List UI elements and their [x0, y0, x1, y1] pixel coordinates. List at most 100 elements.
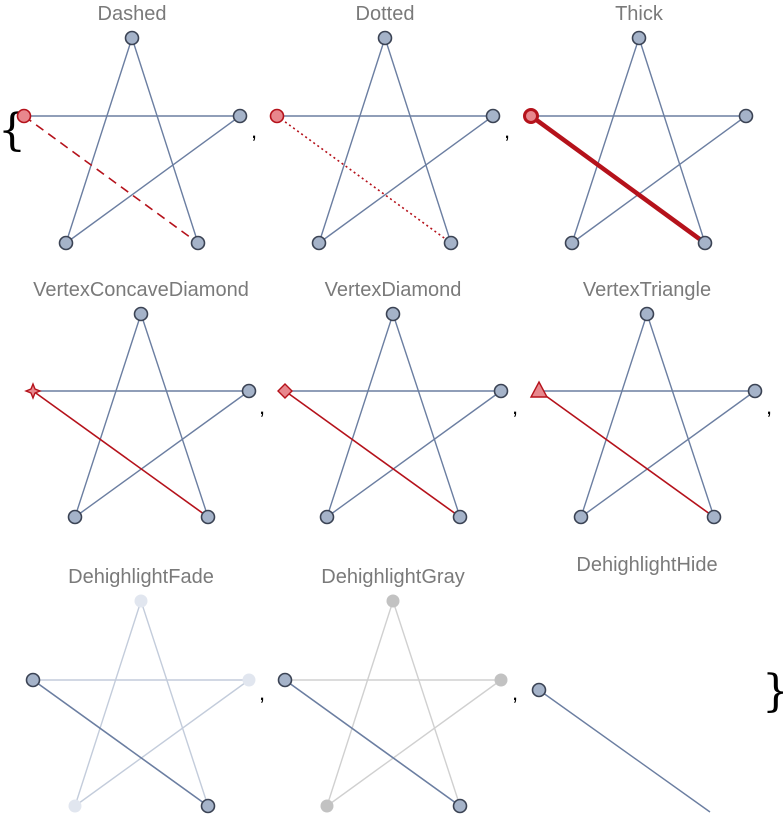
- star-graph: [531, 682, 711, 813]
- graph-vertex: [133, 306, 149, 322]
- graph-panel-dehighlight-gray: DehighlightGray: [277, 566, 508, 814]
- graph-edge: [326, 313, 394, 518]
- graph-edge: [74, 390, 250, 518]
- separator-comma: ,: [512, 680, 518, 705]
- graph-vertex: [452, 509, 468, 525]
- star-graph: [269, 30, 501, 251]
- graph-edge: [65, 37, 133, 244]
- graph-vertex: [485, 108, 501, 124]
- graph-vertex: [738, 108, 754, 124]
- graph-vertex: [443, 235, 459, 251]
- highlighted-edge: [284, 390, 461, 518]
- graph-panel-dotted: Dotted: [269, 3, 501, 251]
- highlighted-vertex: [200, 798, 216, 814]
- separator-comma: ,: [766, 394, 772, 419]
- graph-edge: [131, 37, 199, 244]
- graph-title: Thick: [615, 3, 664, 25]
- highlighted-vertex: [277, 672, 293, 688]
- graph-edge: [326, 390, 502, 518]
- graph-edge: [538, 689, 711, 813]
- graph-edge: [580, 390, 756, 518]
- graph-vertex: [319, 509, 335, 525]
- graph-vertex: [747, 383, 763, 399]
- graph-panel-dehighlight-fade: DehighlightFade: [25, 566, 256, 814]
- graph-edge: [384, 37, 452, 244]
- graph-title: DehighlightHide: [576, 554, 717, 576]
- graph-title: VertexConcaveDiamond: [33, 279, 249, 301]
- graph-edge: [571, 115, 747, 244]
- graph-vertex: [493, 383, 509, 399]
- graph-vertex: [386, 594, 400, 608]
- graph-title: DehighlightFade: [68, 566, 214, 588]
- separator-comma: ,: [512, 394, 518, 419]
- graph-vertex: [124, 30, 140, 46]
- star-graph: [277, 594, 508, 814]
- graph-vertex: [190, 235, 206, 251]
- star-graph: [25, 594, 256, 814]
- graph-panel-vertex-triangle: VertexTriangle: [529, 279, 763, 525]
- graph-vertex: [697, 235, 713, 251]
- highlighted-edge: [32, 390, 209, 518]
- graph-edge: [646, 313, 715, 518]
- graph-vertex: [573, 509, 589, 525]
- graph-title: VertexTriangle: [583, 279, 711, 301]
- star-graph: [24, 306, 257, 525]
- graph-edge: [140, 313, 209, 518]
- highlighted-vertex-concave-diamond: [24, 382, 42, 400]
- star-graph: [523, 30, 754, 251]
- graph-panel-thick: Thick: [523, 3, 754, 251]
- close-brace: }: [762, 666, 783, 717]
- separator-comma: ,: [251, 118, 257, 143]
- graph-vertex: [67, 509, 83, 525]
- graph-vertex: [68, 799, 82, 813]
- graph-vertex: [385, 306, 401, 322]
- graph-vertex: [311, 235, 327, 251]
- highlighted-vertex: [269, 108, 285, 124]
- graph-edge: [571, 37, 640, 244]
- graph-panel-dashed: Dashed: [16, 3, 248, 251]
- graph-panel-dehighlight-hide: DehighlightHide: [531, 554, 718, 813]
- star-graph: [16, 30, 248, 251]
- highlighted-vertex: [25, 672, 41, 688]
- graph-vertex: [242, 673, 256, 687]
- graph-panel-vertex-diamond: VertexDiamond: [277, 279, 509, 525]
- graph-edge: [65, 115, 241, 244]
- highlighted-vertex: [16, 108, 32, 124]
- separator-comma: ,: [259, 394, 265, 419]
- graph-vertex: [377, 30, 393, 46]
- graph-edge: [326, 679, 502, 807]
- graph-vertex: [494, 673, 508, 687]
- graph-edge: [580, 313, 648, 518]
- highlighted-edge: [276, 115, 452, 244]
- graph-edge: [74, 679, 250, 807]
- graph-edge: [318, 115, 494, 244]
- graph-title: Dashed: [98, 3, 167, 25]
- highlighted-vertex-triangle: [529, 380, 549, 398]
- graph-vertex: [320, 799, 334, 813]
- separator-comma: ,: [504, 118, 510, 143]
- graph-vertex: [564, 235, 580, 251]
- graph-edge: [392, 313, 461, 518]
- graph-vertex: [232, 108, 248, 124]
- graph-edge: [74, 313, 142, 518]
- highlighted-vertex-diamond: [277, 383, 293, 399]
- graph-edge: [140, 600, 209, 807]
- graph-title: Dotted: [356, 3, 415, 25]
- graph-edge: [326, 600, 394, 807]
- highlighted-edge: [538, 390, 715, 518]
- graph-vertex: [706, 509, 722, 525]
- highlighted-edge: [32, 679, 209, 807]
- graph-edge: [74, 600, 142, 807]
- star-graph: [277, 306, 509, 525]
- graph-edge: [392, 600, 461, 807]
- graph-vertex: [58, 235, 74, 251]
- graph-vertex: [241, 383, 257, 399]
- graph-vertex: [639, 306, 655, 322]
- graph-edge: [318, 37, 386, 244]
- graph-title: VertexDiamond: [325, 279, 462, 301]
- graph-edge: [638, 37, 706, 244]
- graph-vertex: [531, 682, 547, 698]
- graph-vertex: [200, 509, 216, 525]
- highlighted-edge: [23, 115, 199, 244]
